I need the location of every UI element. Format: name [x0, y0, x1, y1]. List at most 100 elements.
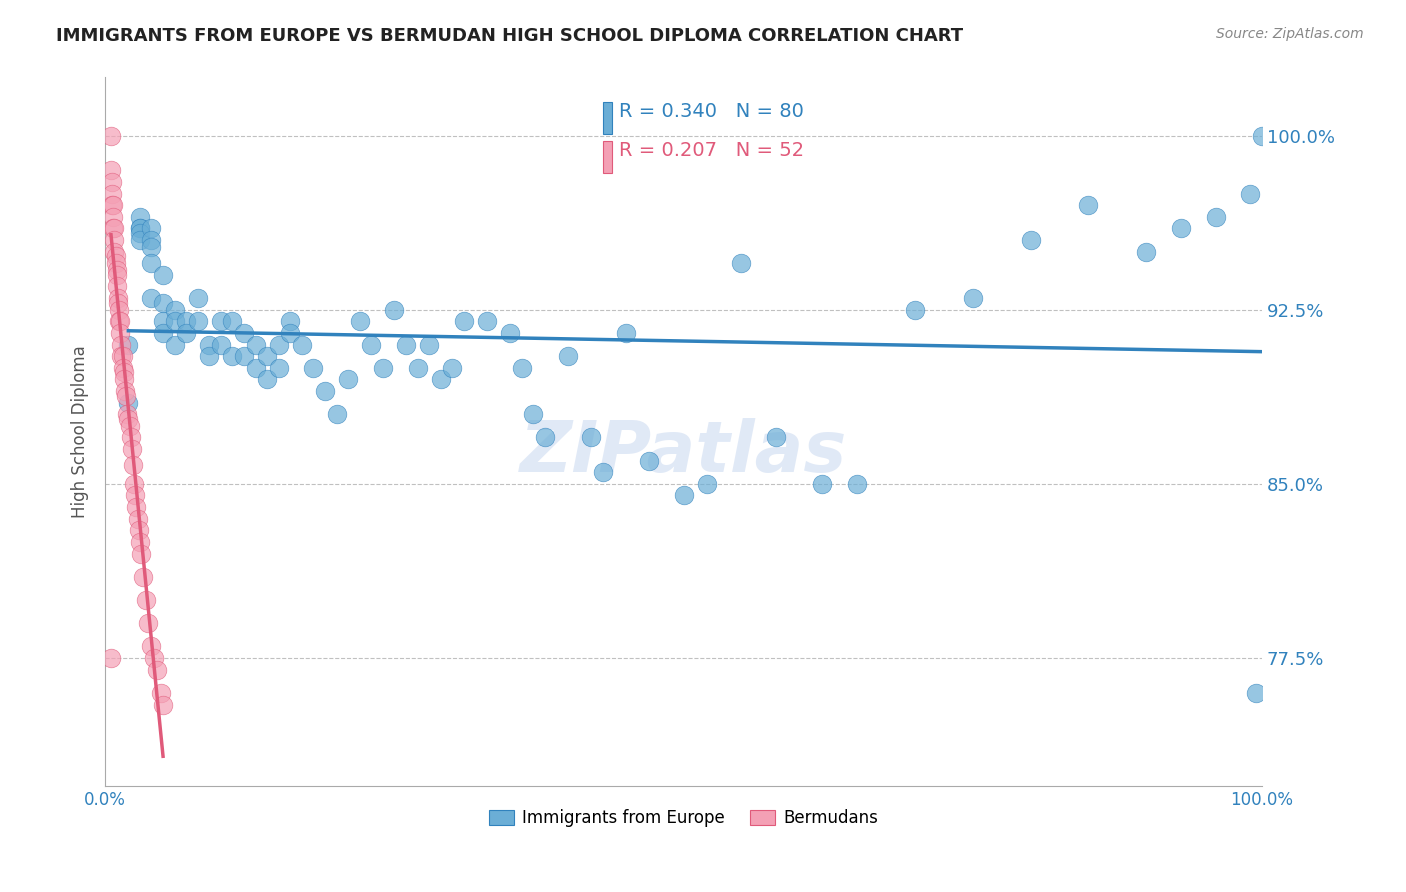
Point — [522, 407, 544, 421]
Point — [209, 314, 232, 328]
Point — [142, 651, 165, 665]
Point — [141, 240, 163, 254]
Point — [962, 291, 984, 305]
Point — [141, 221, 163, 235]
Point — [125, 500, 148, 514]
Point — [811, 476, 834, 491]
Point — [108, 314, 131, 328]
Point — [256, 372, 278, 386]
Point — [111, 349, 134, 363]
Point — [163, 314, 186, 328]
Point — [110, 326, 132, 340]
Point — [115, 407, 138, 421]
Point — [152, 295, 174, 310]
Point — [314, 384, 336, 398]
Point — [103, 244, 125, 259]
Point — [105, 279, 128, 293]
Point — [233, 326, 256, 340]
Point — [127, 512, 149, 526]
Point — [141, 256, 163, 270]
Point — [117, 412, 139, 426]
Point — [579, 430, 602, 444]
Point — [118, 418, 141, 433]
Point — [152, 326, 174, 340]
Point — [429, 372, 451, 386]
Point — [104, 249, 127, 263]
Point — [101, 198, 124, 212]
Point — [453, 314, 475, 328]
Point — [209, 337, 232, 351]
Point — [135, 593, 157, 607]
Point — [418, 337, 440, 351]
Point — [129, 233, 152, 247]
Point — [1170, 221, 1192, 235]
Point — [100, 651, 122, 665]
Point — [1019, 233, 1042, 247]
Point — [1205, 210, 1227, 224]
Point — [475, 314, 498, 328]
Point — [120, 430, 142, 444]
Point — [122, 458, 145, 473]
Point — [233, 349, 256, 363]
Point — [245, 337, 267, 351]
Point — [103, 221, 125, 235]
Point — [152, 268, 174, 282]
Y-axis label: High School Diploma: High School Diploma — [72, 345, 89, 518]
Point — [696, 476, 718, 491]
Point — [136, 616, 159, 631]
Point — [198, 349, 221, 363]
Point — [904, 302, 927, 317]
Text: R = 0.340   N = 80: R = 0.340 N = 80 — [619, 103, 804, 121]
Point — [117, 395, 139, 409]
Point — [395, 337, 418, 351]
Point — [533, 430, 555, 444]
Point — [100, 128, 122, 143]
Text: ZIPatlas: ZIPatlas — [520, 418, 848, 487]
Point — [129, 210, 152, 224]
Point — [129, 221, 152, 235]
Point — [221, 314, 243, 328]
Point — [103, 233, 125, 247]
Point — [104, 256, 127, 270]
Point — [267, 337, 290, 351]
Point — [1077, 198, 1099, 212]
Point — [278, 314, 301, 328]
Point — [278, 326, 301, 340]
Point — [129, 535, 152, 549]
Point — [146, 663, 169, 677]
Point — [103, 198, 125, 212]
Text: IMMIGRANTS FROM EUROPE VS BERMUDAN HIGH SCHOOL DIPLOMA CORRELATION CHART: IMMIGRANTS FROM EUROPE VS BERMUDAN HIGH … — [56, 27, 963, 45]
Point — [110, 337, 132, 351]
Point — [110, 349, 132, 363]
Point — [198, 337, 221, 351]
Point — [846, 476, 869, 491]
Point — [107, 291, 129, 305]
Point — [129, 221, 152, 235]
Point — [441, 360, 464, 375]
Point — [765, 430, 787, 444]
Point — [141, 233, 163, 247]
Point — [360, 337, 382, 351]
Point — [614, 326, 637, 340]
Point — [114, 384, 136, 398]
Point — [112, 365, 135, 379]
Point — [103, 221, 125, 235]
Point — [132, 570, 155, 584]
Point — [267, 360, 290, 375]
Point — [129, 547, 152, 561]
Point — [152, 698, 174, 712]
Point — [110, 314, 132, 328]
Point — [128, 524, 150, 538]
Point — [122, 476, 145, 491]
Point — [141, 640, 163, 654]
Point — [149, 686, 172, 700]
Point — [1135, 244, 1157, 259]
Point — [108, 302, 131, 317]
Point — [1244, 686, 1267, 700]
Point — [115, 389, 138, 403]
Point — [302, 360, 325, 375]
Point — [112, 372, 135, 386]
Point — [100, 163, 122, 178]
Point — [592, 465, 614, 479]
Point — [187, 314, 209, 328]
